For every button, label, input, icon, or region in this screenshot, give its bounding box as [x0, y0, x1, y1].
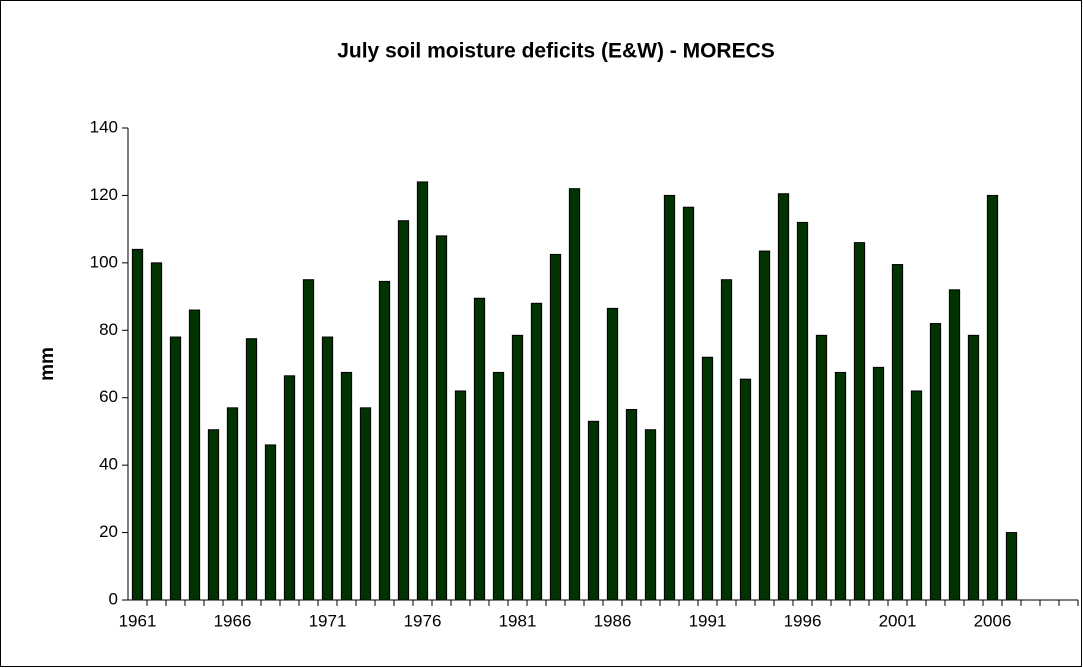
bar [891, 264, 904, 601]
y-tick-label: 20 [99, 522, 118, 541]
bar [606, 307, 619, 601]
bar [663, 194, 676, 601]
x-tick-label: 1996 [784, 611, 822, 630]
bar [758, 250, 771, 601]
bar [359, 407, 372, 601]
bar [340, 371, 353, 601]
x-tick-label: 1976 [404, 611, 442, 630]
bar [397, 220, 410, 601]
bar [511, 334, 524, 601]
bar [948, 289, 961, 601]
x-tick-label: 2001 [879, 611, 917, 630]
bar [283, 375, 296, 601]
bar [1005, 532, 1018, 601]
y-tick-label: 40 [99, 455, 118, 474]
y-tick-label: 120 [90, 185, 118, 204]
bar [815, 334, 828, 601]
bar [245, 338, 258, 601]
bar [910, 390, 923, 601]
y-tick-label: 100 [90, 252, 118, 271]
x-tick-label: 1981 [499, 611, 537, 630]
bar [568, 188, 581, 601]
bar [150, 262, 163, 601]
chart-title: July soil moisture deficits (E&W) - MORE… [337, 40, 775, 63]
bar [853, 242, 866, 601]
bar [796, 221, 809, 601]
y-axis-label: mm [37, 347, 58, 381]
bar [226, 407, 239, 601]
y-tick-label: 60 [99, 387, 118, 406]
bar [264, 444, 277, 601]
bar [473, 297, 486, 601]
bar [378, 280, 391, 601]
x-tick-label: 1966 [214, 611, 252, 630]
bar [625, 409, 638, 601]
bar [302, 279, 315, 601]
bar [169, 336, 182, 601]
x-tick-label: 1961 [119, 611, 157, 630]
bar [701, 356, 714, 601]
bar [872, 366, 885, 601]
bar [131, 248, 144, 601]
y-tick-label: 80 [99, 320, 118, 339]
y-tick-label: 140 [90, 117, 118, 136]
x-tick-label: 2006 [974, 611, 1012, 630]
bar [207, 429, 220, 601]
bar [188, 309, 201, 601]
bar [967, 334, 980, 601]
bar [492, 371, 505, 601]
bar [739, 378, 752, 601]
x-tick-label: 1986 [594, 611, 632, 630]
bar [834, 371, 847, 601]
bar [929, 323, 942, 601]
bar [644, 429, 657, 601]
bar [435, 235, 448, 601]
x-tick-label: 1991 [689, 611, 727, 630]
bar [454, 390, 467, 601]
bar [682, 206, 695, 601]
bar [549, 253, 562, 601]
bar [986, 194, 999, 601]
bar [416, 181, 429, 601]
bar [530, 302, 543, 601]
bar [587, 420, 600, 601]
y-tick-label: 0 [109, 589, 118, 608]
bar [777, 193, 790, 601]
bar [720, 279, 733, 601]
x-tick-label: 1971 [309, 611, 347, 630]
bar [321, 336, 334, 601]
